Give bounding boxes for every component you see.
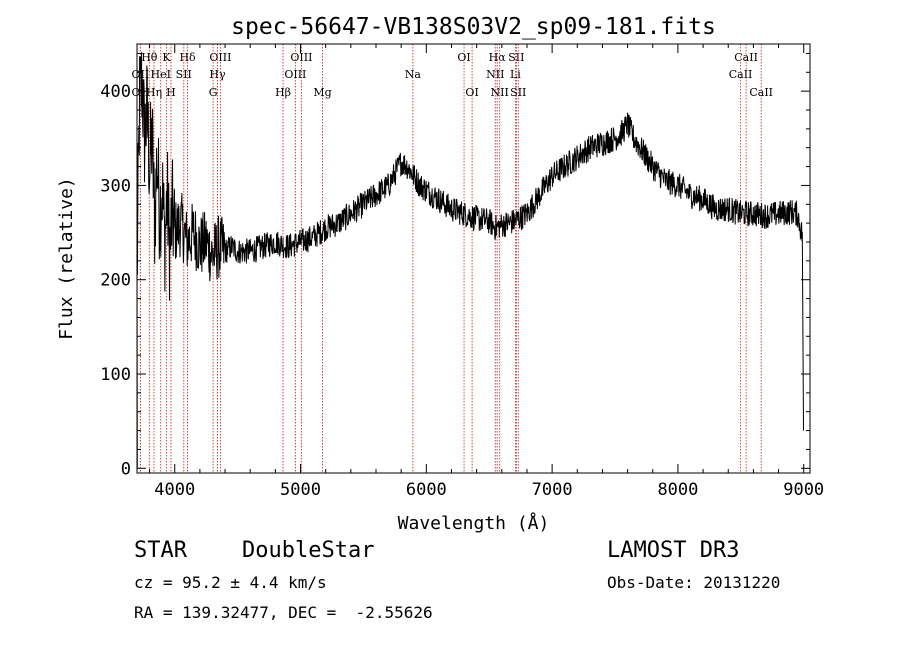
- x-axis-label: Wavelength (Å): [398, 512, 550, 534]
- y-tick-label-2: 200: [100, 271, 131, 291]
- spectrum-trace-0: [136, 52, 804, 469]
- line-label-20: H: [166, 86, 176, 99]
- line-label-1: K: [162, 51, 171, 64]
- x-tick-label-1: 5000: [280, 480, 321, 500]
- line-label-6: Hα: [489, 51, 507, 64]
- line-label-13: OIII: [284, 68, 306, 81]
- line-label-3: OIII: [209, 51, 231, 64]
- observation-date: Obs-Date: 20131220: [607, 573, 781, 592]
- line-label-8: CaII: [734, 51, 758, 64]
- object-class: STAR: [134, 538, 187, 563]
- survey-name: LAMOST DR3: [607, 538, 740, 563]
- line-label-5: OI: [457, 51, 470, 64]
- x-tick-label-5: 9000: [783, 480, 824, 500]
- line-label-21: G: [209, 86, 218, 99]
- line-label-18: OII: [132, 86, 150, 99]
- y-tick-label-4: 400: [100, 82, 131, 102]
- line-label-25: NII: [491, 86, 509, 99]
- y-tick-label-1: 100: [100, 365, 131, 385]
- y-tick-label-3: 300: [100, 176, 131, 196]
- line-label-14: Na: [405, 68, 422, 81]
- line-label-22: Hβ: [275, 86, 291, 99]
- line-label-26: SII: [510, 86, 526, 99]
- line-label-7: SII: [508, 51, 524, 64]
- object-subclass: DoubleStar: [242, 538, 375, 563]
- y-tick-label-0: 0: [121, 459, 131, 479]
- x-tick-label-2: 6000: [406, 480, 447, 500]
- x-tick-label-3: 7000: [532, 480, 573, 500]
- chart-title: spec-56647-VB138S03V2_sp09-181.fits: [231, 14, 716, 40]
- line-label-17: CaII: [729, 68, 753, 81]
- line-label-2: Hδ: [179, 51, 196, 64]
- plot-frame: [136, 43, 811, 474]
- line-label-16: Li: [510, 68, 521, 81]
- line-label-27: CaII: [749, 86, 773, 99]
- line-label-19: Hη: [146, 86, 162, 99]
- y-axis-label: Flux (relative): [56, 177, 77, 340]
- redshift-velocity: cz = 95.2 ± 4.4 km/s: [134, 573, 327, 592]
- line-label-23: Mg: [313, 86, 331, 99]
- x-tick-label-0: 4000: [154, 480, 195, 500]
- line-label-24: OI: [465, 86, 478, 99]
- line-label-11: SII: [176, 68, 192, 81]
- line-label-10: HeI: [151, 68, 171, 81]
- line-label-4: OIII: [290, 51, 312, 64]
- line-label-0: Hθ: [141, 51, 158, 64]
- coordinates: RA = 139.32477, DEC = -2.55626: [134, 603, 433, 622]
- line-label-15: NII: [486, 68, 504, 81]
- x-tick-label-4: 8000: [657, 480, 698, 500]
- line-label-12: Hγ: [209, 68, 226, 81]
